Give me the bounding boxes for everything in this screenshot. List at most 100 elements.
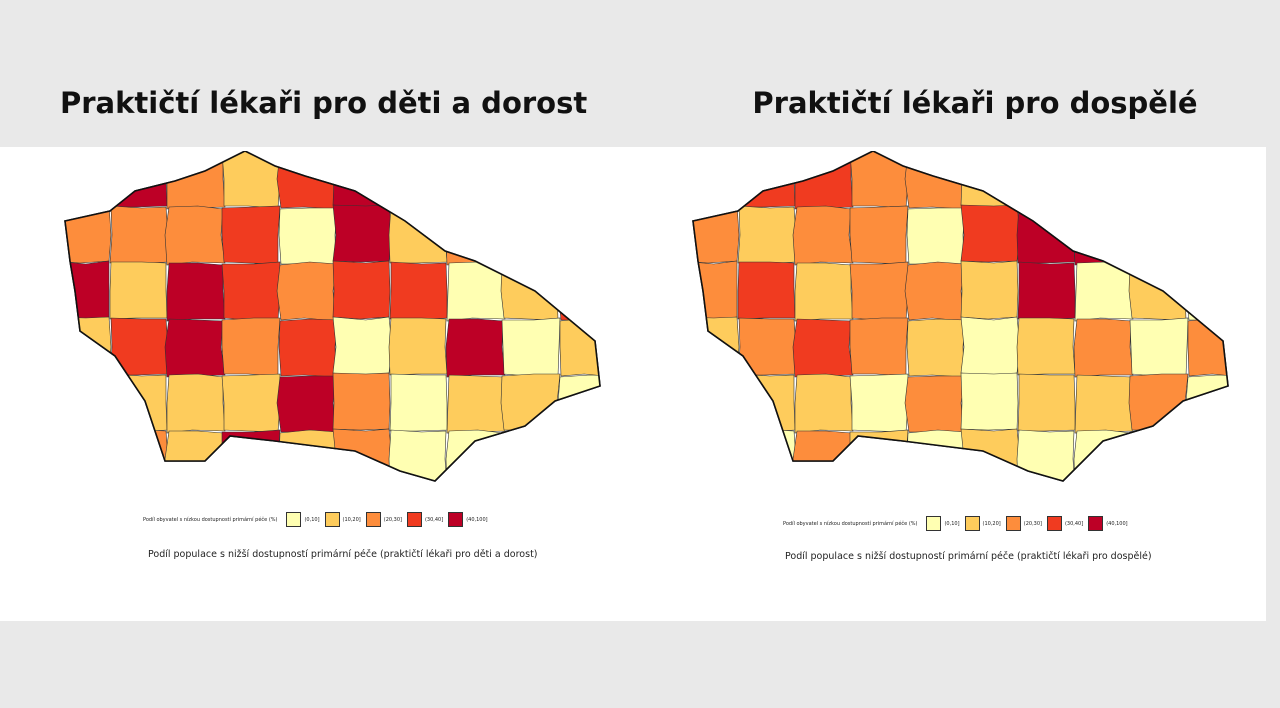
district-cell: [1016, 205, 1076, 264]
district-cell: [1129, 429, 1189, 481]
district-cell: [794, 373, 854, 434]
district-cell: [388, 317, 448, 376]
district-cell: [445, 206, 506, 266]
district-cell: [164, 205, 226, 266]
district-cell: [276, 375, 338, 434]
district-cell: [109, 373, 168, 433]
district-cell: [1073, 206, 1134, 266]
district-cell: [221, 373, 281, 433]
district-cell: [388, 429, 448, 481]
district-cell: [904, 375, 966, 434]
district-cell: [389, 261, 448, 321]
district-cell: [906, 429, 966, 481]
legend-swatch: [286, 512, 302, 527]
legend-label: (30,40]: [424, 516, 444, 523]
district-cell: [501, 317, 561, 377]
legend-label: (10,20]: [982, 520, 1001, 527]
district-cell: [1129, 317, 1189, 377]
district-cell: [65, 372, 110, 432]
legend-item: (30,40]: [1046, 516, 1084, 531]
district-cell: [276, 261, 338, 322]
district-cell: [276, 151, 338, 210]
district-cell: [1187, 206, 1228, 266]
district-cell: [1129, 205, 1189, 265]
district-cell: [446, 374, 506, 434]
district-cell: [1016, 317, 1076, 376]
district-cell: [559, 317, 600, 378]
district-cell: [500, 373, 561, 433]
district-cell: [737, 317, 797, 376]
district-cell: [906, 207, 966, 266]
legend-item: (20,30]: [365, 512, 402, 527]
district-cell: [332, 372, 391, 431]
district-cell: [221, 205, 281, 265]
title-right: Praktičtí lékaři pro dospělé: [752, 86, 1198, 120]
district-cell: [1016, 429, 1076, 481]
district-cell: [849, 317, 909, 377]
district-cell: [332, 428, 393, 481]
district-cell: [960, 428, 1021, 481]
district-cell: [1185, 151, 1228, 210]
district-cell: [332, 260, 391, 320]
district-cells: [693, 151, 1228, 481]
map-children-doctors: [64, 151, 601, 482]
district-cell: [332, 204, 393, 263]
district-cell: [446, 151, 506, 210]
district-cell: [1073, 429, 1134, 481]
district-cell: [278, 318, 338, 378]
district-cell: [166, 373, 226, 434]
district-cell: [794, 262, 854, 322]
district-cell: [849, 373, 909, 433]
legend-item: (20,30]: [1005, 516, 1042, 531]
legend-item: (10,20]: [324, 512, 361, 527]
district-cell: [1185, 374, 1228, 434]
legend-label: (30,40]: [1064, 520, 1084, 527]
district-cell: [1017, 261, 1076, 321]
district-cell: [65, 260, 110, 321]
district-cell: [737, 429, 797, 481]
legend-swatch: [448, 512, 464, 527]
district-cell: [501, 429, 561, 481]
legend-swatch: [324, 512, 340, 527]
district-cell: [332, 316, 393, 377]
legend-label: (0,10]: [304, 516, 320, 523]
district-cell: [737, 151, 796, 208]
district-cell: [278, 207, 338, 266]
district-cell: [1074, 374, 1134, 434]
district-cell: [559, 431, 600, 481]
legend-left: Podíl obyvatel s nízkou dostupností prim…: [143, 512, 488, 527]
district-cell: [849, 205, 909, 265]
district-cell: [1187, 317, 1228, 378]
legend-title: Podíl obyvatel s nízkou dostupností prim…: [143, 516, 278, 523]
legend-title: Podíl obyvatel s nízkou dostupností prim…: [783, 520, 918, 527]
district-cell: [960, 204, 1021, 263]
legend-swatch: [926, 516, 942, 531]
district-cell: [557, 151, 600, 210]
district-cell: [559, 206, 600, 266]
district-cell: [904, 261, 966, 322]
legend-item: (40,100]: [448, 512, 488, 527]
district-cell: [1187, 431, 1228, 481]
district-cell: [737, 373, 796, 433]
district-cell: [1185, 263, 1228, 322]
legend-label: (40,100]: [1106, 520, 1128, 527]
legend-swatch: [1046, 516, 1062, 531]
district-cell: [109, 317, 169, 376]
legend-item: (0,10]: [286, 512, 320, 527]
district-cell: [164, 318, 226, 378]
legend-swatch: [406, 512, 422, 527]
district-cell: [693, 372, 738, 432]
district-cell: [445, 318, 506, 378]
district-cell: [960, 372, 1019, 431]
caption-right: Podíl populace s nižší dostupností primá…: [785, 551, 1152, 562]
district-cell: [960, 316, 1021, 377]
district-cell: [332, 151, 391, 209]
district-cell: [693, 428, 740, 481]
legend-swatch: [1088, 516, 1104, 531]
legend-item: (0,10]: [926, 516, 960, 531]
district-cell: [1074, 151, 1134, 210]
district-cell: [65, 316, 112, 375]
district-cell: [849, 151, 909, 209]
district-cell: [109, 205, 169, 265]
district-cell: [445, 429, 506, 481]
